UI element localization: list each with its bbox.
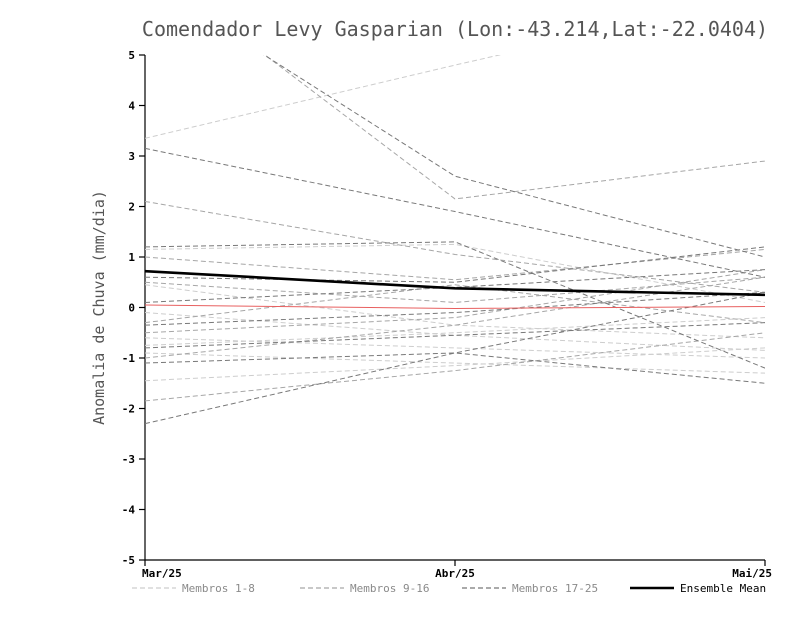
member-line xyxy=(145,332,765,402)
member-group xyxy=(145,55,765,402)
member-line xyxy=(145,243,765,303)
y-tick-label: -5 xyxy=(122,554,135,567)
member-line xyxy=(264,55,765,200)
member-line xyxy=(145,269,765,334)
y-tick-label: 5 xyxy=(128,49,135,62)
member-line xyxy=(145,55,502,139)
member-line xyxy=(145,352,765,374)
member-line xyxy=(145,352,765,384)
y-tick-label: 1 xyxy=(128,251,135,264)
x-tick-label: Mai/25 xyxy=(732,567,772,580)
member-line xyxy=(145,269,765,303)
y-tick-label: -3 xyxy=(122,453,135,466)
member-line xyxy=(145,347,765,382)
x-tick-label: Mar/25 xyxy=(142,567,182,580)
ensemble-mean-line xyxy=(145,269,765,297)
member-group xyxy=(145,55,765,425)
y-tick-label: -1 xyxy=(122,352,136,365)
member-line xyxy=(145,317,765,346)
reference-zero-line xyxy=(145,304,765,310)
legend-label: Membros 9-16 xyxy=(350,582,429,595)
legend-label: Membros 1-8 xyxy=(182,582,255,595)
member-line xyxy=(145,200,765,293)
y-axis-label: Anomalia de Chuva (mm/dia) xyxy=(90,190,108,425)
member-group xyxy=(145,55,765,382)
member-line xyxy=(145,276,765,303)
y-tick-label: 2 xyxy=(128,201,135,214)
axes: 5 4 3 2 1 0 -1 -2 -3 -4 -5 Mar/25 Abr/25 Mai/25 xyxy=(122,49,772,580)
chart-title: Comendador Levy Gasparian (Lon:-43.214,L… xyxy=(142,17,768,41)
y-tick-label: 0 xyxy=(128,302,135,315)
x-tick-label: Abr/25 xyxy=(435,567,475,580)
member-line xyxy=(145,312,765,351)
y-tick-label: 3 xyxy=(128,150,135,163)
y-tick-label: -4 xyxy=(122,504,136,517)
member-line xyxy=(145,284,765,324)
legend-label: Ensemble Mean xyxy=(680,582,766,595)
legend-label: Membros 17-25 xyxy=(512,582,598,595)
member-line xyxy=(145,147,765,278)
member-line xyxy=(145,337,765,359)
member-line xyxy=(145,291,765,425)
member-line xyxy=(145,241,765,369)
member-line xyxy=(145,284,765,339)
legend: Membros 1-8 Membros 9-16 Membros 17-25 Ense… xyxy=(132,582,766,595)
ensemble-member-lines xyxy=(145,55,765,425)
member-line xyxy=(263,55,765,258)
y-tick-label: -2 xyxy=(122,403,135,416)
y-tick-label: 4 xyxy=(128,100,135,113)
